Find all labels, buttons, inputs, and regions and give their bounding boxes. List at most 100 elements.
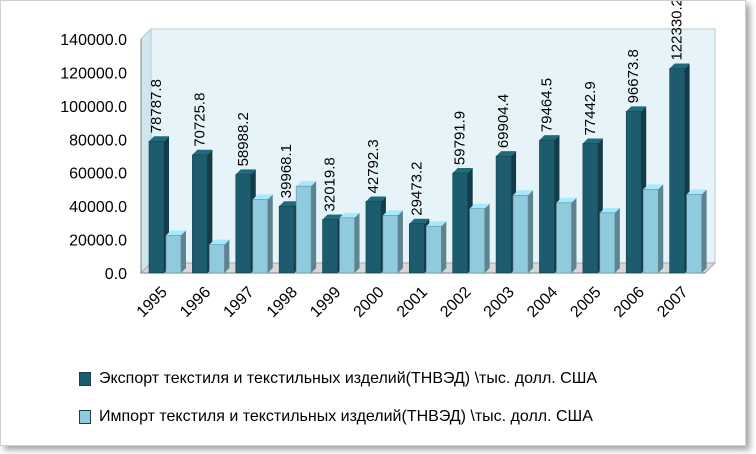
export-bar-top xyxy=(322,214,343,220)
data-label: 59791.9 xyxy=(452,111,469,165)
data-label: 77442.9 xyxy=(582,81,599,135)
export-bar xyxy=(235,174,252,274)
y-tick-label: 60000.0 xyxy=(69,166,127,183)
import-bar-side xyxy=(658,184,664,273)
export-bar xyxy=(409,223,425,274)
data-label: 122330.2 xyxy=(669,1,686,61)
y-tick-label: 80000.0 xyxy=(69,132,127,149)
import-bar xyxy=(295,185,312,274)
data-label: 32019.8 xyxy=(322,157,339,211)
export-bar-top xyxy=(626,106,647,112)
import-bar-top xyxy=(643,184,664,190)
x-tick-label: 2004 xyxy=(524,284,561,321)
import-bar-side xyxy=(397,210,403,273)
export-bar-top xyxy=(409,218,430,224)
legend-swatch-export xyxy=(79,372,91,386)
y-tick-label: 100000.0 xyxy=(60,99,127,116)
x-tick-label: 1997 xyxy=(220,284,257,321)
import-bar-top xyxy=(252,194,273,200)
export-bar xyxy=(148,141,165,274)
export-bar-top xyxy=(149,136,169,142)
x-tick-label: 2006 xyxy=(611,284,648,321)
import-bar-top xyxy=(686,189,707,195)
data-label: 42792.3 xyxy=(365,139,382,193)
export-bar xyxy=(278,205,295,274)
import-bar-top xyxy=(556,197,577,203)
legend-swatch-import xyxy=(79,410,91,424)
import-bar xyxy=(339,217,355,274)
export-bar-top xyxy=(192,149,213,155)
export-bar xyxy=(669,68,685,274)
legend: Экспорт текстиля и текстильных изделий(Т… xyxy=(79,367,597,443)
x-tick-label: 2002 xyxy=(437,284,474,321)
data-label: 69904.4 xyxy=(495,94,512,148)
data-label: 78787.8 xyxy=(148,79,165,133)
legend-item-import: Импорт текстиля и текстильных изделий(ТН… xyxy=(79,405,597,429)
import-bar-top xyxy=(339,212,360,218)
import-bar-top xyxy=(166,230,186,236)
import-bar-side xyxy=(181,230,186,273)
export-bar xyxy=(582,143,599,274)
import-bar-side xyxy=(441,221,447,273)
import-bar-side xyxy=(354,212,360,273)
data-label: 58988.2 xyxy=(235,112,252,166)
import-bar xyxy=(209,244,225,274)
y-tick-label: 120000.0 xyxy=(60,65,127,82)
x-tick-label: 2005 xyxy=(567,284,604,321)
data-label: 29473.2 xyxy=(408,162,425,216)
export-bar-top xyxy=(279,201,300,207)
import-bar xyxy=(469,208,485,274)
import-bar xyxy=(382,215,399,274)
import-bar-top xyxy=(599,207,620,213)
export-bar-top xyxy=(669,63,690,69)
export-bar xyxy=(625,111,642,274)
export-bar-top xyxy=(235,169,256,175)
import-bar-side xyxy=(267,194,273,273)
import-bar xyxy=(426,225,442,274)
x-tick-label: 2001 xyxy=(394,284,431,321)
import-bar-top xyxy=(296,181,317,187)
export-bar xyxy=(365,201,382,274)
x-tick-label: 2000 xyxy=(351,284,388,321)
import-bar xyxy=(599,212,616,274)
chart-frame: 0.0 20000.0 40000.0 60000.0 80000.0 100000.0 1… xyxy=(0,0,746,446)
export-bar xyxy=(539,139,555,274)
export-bar xyxy=(322,219,338,274)
import-bar-side xyxy=(614,207,620,273)
export-bar-side xyxy=(207,149,213,273)
import-bar xyxy=(165,235,182,274)
y-tick-label: 40000.0 xyxy=(69,199,127,216)
export-bar xyxy=(452,172,468,274)
data-label: 70725.8 xyxy=(191,93,208,147)
import-bar xyxy=(512,194,529,274)
import-bar-side xyxy=(571,197,577,273)
export-bar-top xyxy=(582,138,603,144)
export-bar-top xyxy=(539,135,560,141)
export-bar xyxy=(495,155,512,274)
import-bar xyxy=(686,194,702,274)
import-bar xyxy=(556,202,572,274)
y-tick-label: 20000.0 xyxy=(69,233,127,250)
import-bar-side xyxy=(224,239,230,273)
x-tick-label: 1999 xyxy=(307,284,344,321)
export-bar xyxy=(192,154,208,274)
import-bar-side xyxy=(484,203,490,273)
legend-label-export: Экспорт текстиля и текстильных изделий(Т… xyxy=(99,370,598,387)
x-tick-label: 1996 xyxy=(177,284,214,321)
bar-chart: 0.0 20000.0 40000.0 60000.0 80000.0 100000.0 1… xyxy=(60,1,717,321)
data-label: 96673.8 xyxy=(625,49,642,103)
import-bar-top xyxy=(209,239,230,245)
data-label: 39968.1 xyxy=(278,144,295,198)
y-tick-label: 140000.0 xyxy=(60,32,127,49)
y-tick-label: 0.0 xyxy=(105,266,127,283)
x-tick-label: 2003 xyxy=(481,284,518,321)
import-bar xyxy=(642,189,659,274)
import-bar-side xyxy=(311,181,317,273)
import-bar-top xyxy=(469,203,490,209)
x-tick-label: 1995 xyxy=(134,284,171,321)
import-bar-side xyxy=(701,189,707,273)
import-bar xyxy=(252,199,269,274)
import-bar-top xyxy=(382,210,403,216)
legend-item-export: Экспорт текстиля и текстильных изделий(Т… xyxy=(79,367,597,391)
x-tick-label: 2007 xyxy=(654,284,691,321)
